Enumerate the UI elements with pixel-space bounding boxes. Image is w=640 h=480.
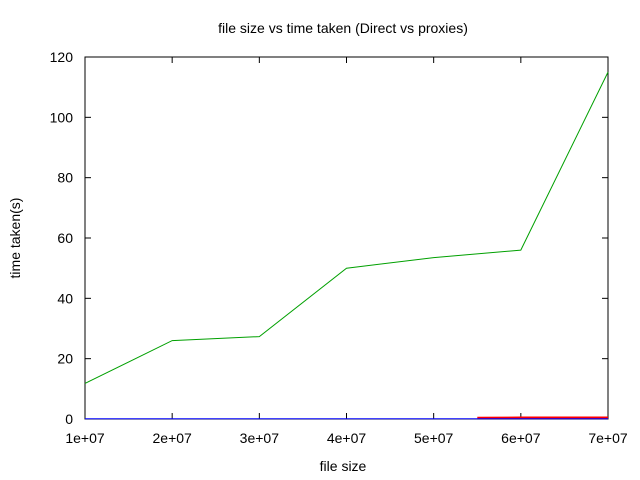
x-tick-label: 7e+07 (588, 430, 628, 446)
axis-ticks: 0 20 40 60 80 100 120 1e+07 2e+07 3e+07 4e+07 5e+07… (50, 49, 628, 446)
x-tick-label: 5e+07 (414, 430, 454, 446)
x-tick-label: 6e+07 (501, 430, 541, 446)
series-line-1 (84, 71, 609, 384)
y-tick-label: 40 (57, 290, 73, 306)
x-axis-label: file size (320, 458, 367, 474)
y-tick-label: 80 (57, 170, 73, 186)
series-lines (84, 71, 609, 420)
y-tick-label: 0 (65, 411, 73, 427)
plot-area-frame (84, 56, 609, 420)
y-tick-label: 60 (57, 230, 73, 246)
y-tick-label: 100 (50, 109, 74, 125)
y-tick-label: 120 (50, 49, 74, 65)
x-tick-label: 3e+07 (240, 430, 280, 446)
chart-title: file size vs time taken (Direct vs proxi… (218, 20, 468, 36)
x-tick-label: 2e+07 (153, 430, 193, 446)
y-tick-label: 20 (57, 351, 73, 367)
x-tick-label: 1e+07 (65, 430, 105, 446)
y-axis-label: time taken(s) (7, 198, 23, 279)
x-tick-label: 4e+07 (327, 430, 367, 446)
